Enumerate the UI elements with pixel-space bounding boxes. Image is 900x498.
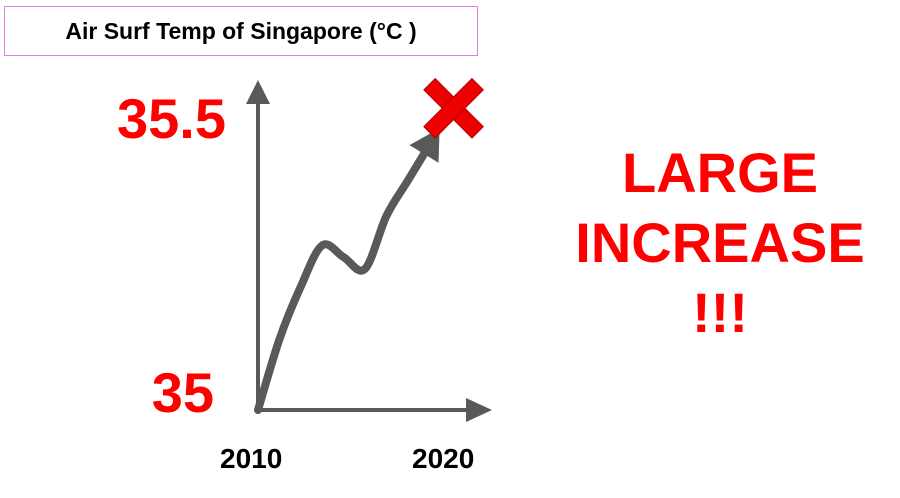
x-tick-label-end: 2020 — [412, 443, 475, 474]
series-line — [254, 141, 434, 414]
chart-title: Air Surf Temp of Singapore (°C ) — [4, 6, 478, 56]
series-arrowhead — [409, 128, 440, 163]
x-tick-label-start: 2010 — [220, 443, 283, 474]
x-mark-icon — [423, 77, 484, 139]
callout-text: LARGE INCREASE !!! — [540, 138, 900, 348]
callout-line-2: INCREASE — [575, 211, 865, 274]
y-tick-label-top: 35.5 — [117, 87, 226, 150]
y-tick-label-bottom: 35 — [151, 361, 214, 424]
y-axis-arrowhead — [246, 80, 270, 104]
callout-line-3: !!! — [692, 281, 748, 344]
series-layer — [254, 77, 484, 414]
callout-line-1: LARGE — [622, 141, 818, 204]
x-axis-arrowhead — [466, 398, 492, 422]
